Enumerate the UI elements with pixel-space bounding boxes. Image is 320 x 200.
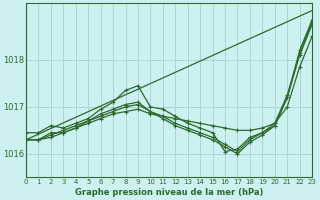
- X-axis label: Graphe pression niveau de la mer (hPa): Graphe pression niveau de la mer (hPa): [75, 188, 263, 197]
